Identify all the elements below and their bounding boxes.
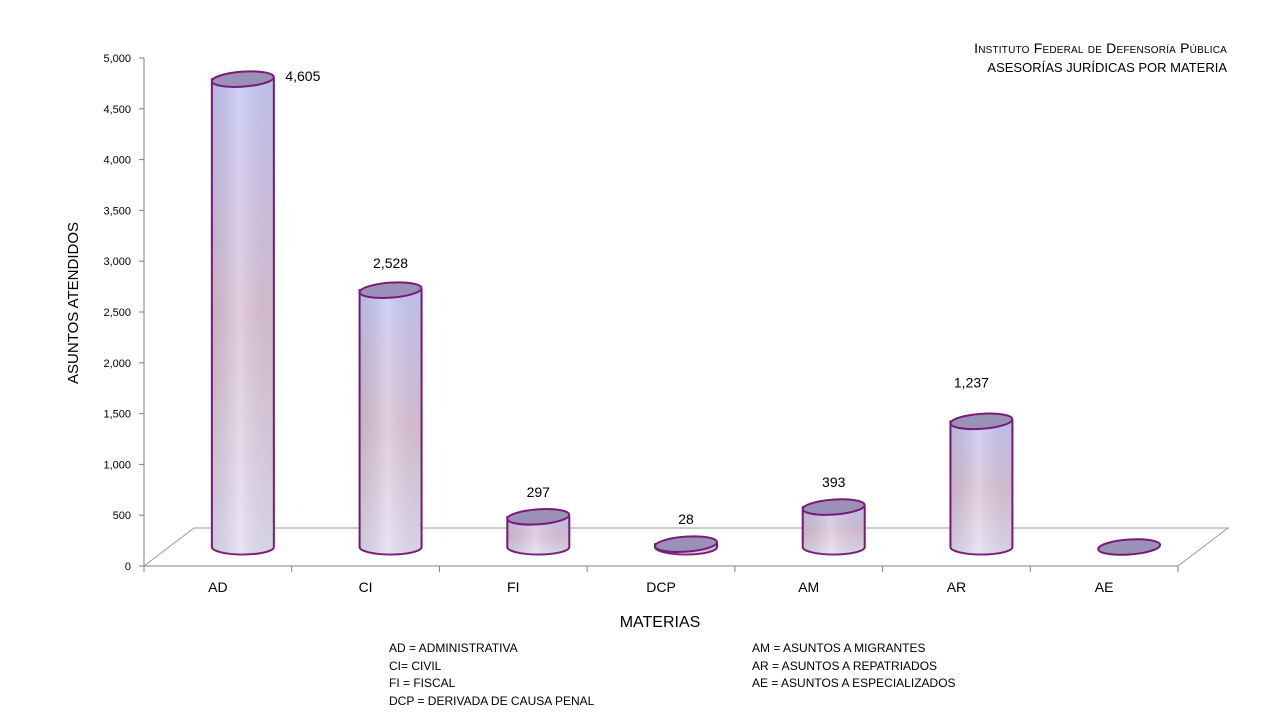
y-tick-label: 2,500 (103, 307, 131, 319)
y-tick-label: 3,500 (103, 205, 131, 217)
x-tick-label-fi: FI (507, 579, 519, 595)
data-label-dcp: 28 (678, 511, 694, 527)
x-tick-label-ci: CI (359, 579, 373, 595)
bar-ad (210, 70, 275, 556)
y-tick-label: 2,000 (103, 358, 131, 370)
bar-fi (506, 508, 571, 556)
chart-labels: 4,605 2,528 297 28 393 1,237 (285, 68, 989, 527)
bar-cap-dcp (654, 535, 718, 553)
bar-shade-fi (507, 516, 570, 555)
legend-entry-dcp: DCP = DERIVADA DE CAUSA PENAL (389, 693, 595, 708)
y-tick-label: 4,500 (103, 104, 131, 116)
bar-cap-am (801, 498, 866, 516)
data-label-fi: 297 (527, 484, 551, 500)
bar-ar (949, 412, 1014, 556)
y-tick-label: 500 (113, 510, 131, 522)
x-tick-label-ar: AR (947, 579, 966, 595)
chart-bars (210, 70, 1162, 556)
bar-cap-ci (358, 281, 423, 299)
bar-dcp (654, 535, 718, 556)
x-tick-label-am: AM (798, 579, 819, 595)
chart-title-block: Instituto Federal de Defensoría Pública … (974, 40, 1227, 75)
legend-entry-fi: FI = FISCAL (389, 676, 456, 690)
y-tick-label: 5,000 (103, 53, 131, 65)
y-tick-label: 1,500 (103, 409, 131, 421)
legend-entry-ad: AD = ADMINISTRATIVA (389, 641, 518, 655)
abbreviation-legend-left: AD = ADMINISTRATIVA CI= CIVIL FI = FISCA… (389, 640, 594, 710)
data-label-ci: 2,528 (373, 255, 408, 271)
bar-shade-ci (359, 290, 422, 555)
bar-cap-ar (949, 412, 1014, 431)
legend-entry-ci: CI= CIVIL (389, 658, 442, 673)
bar-ae (1097, 538, 1162, 556)
bar-cap-ae (1097, 538, 1162, 556)
bar-cap-fi (506, 508, 571, 526)
bar-cap-ad (210, 70, 275, 88)
bar-am (801, 498, 866, 556)
legend-entry-ar: AR = ASUNTOS A REPATRIADOS (752, 658, 938, 673)
x-tick-label-dcp: DCP (646, 579, 676, 595)
chart-axes: 0 500 1,000 1,500 2,000 2,500 3,000 3,500 4,000 4… (65, 53, 1230, 631)
chart-subtitle: ASESORÍAS JURÍDICAS POR MATERIA (987, 60, 1227, 75)
data-label-ar: 1,237 (954, 374, 989, 390)
data-label-am: 393 (822, 474, 846, 490)
legend-entry-ae: AE = ASUNTOS A ESPECIALIZADOS (752, 676, 956, 690)
data-label-ad: 4,605 (285, 68, 320, 84)
y-tick-label: 1,000 (103, 459, 131, 471)
y-tick-label: 4,000 (103, 155, 131, 167)
y-tick-label: 3,000 (103, 256, 131, 268)
y-axis-title: ASUNTOS ATENDIDOS (65, 222, 82, 384)
abbreviation-legend-right: AM = ASUNTOS A MIGRANTES AR = ASUNTOS A … (752, 640, 956, 693)
bar-shade-am (802, 507, 865, 555)
bar-shade-ar (950, 421, 1013, 555)
bar-shade-ad (211, 79, 274, 555)
chart-title: Instituto Federal de Defensoría Pública (974, 40, 1227, 56)
x-tick-label-ae: AE (1095, 579, 1114, 595)
y-tick-label: 0 (125, 561, 131, 573)
legend-entry-am: AM = ASUNTOS A MIGRANTES (752, 641, 926, 655)
x-axis-title: MATERIAS (620, 614, 701, 631)
x-tick-label-ad: AD (208, 579, 227, 595)
bar-ci (358, 281, 423, 556)
